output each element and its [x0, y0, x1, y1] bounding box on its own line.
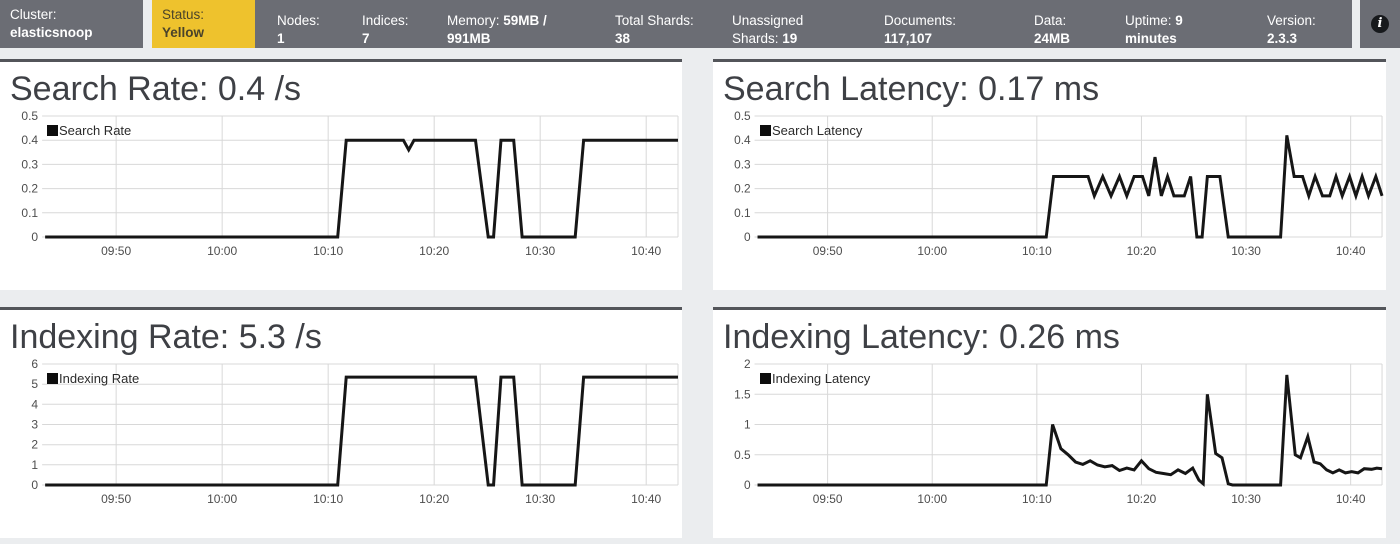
y-tick-label: 0.3: [21, 157, 38, 171]
data-line: [45, 375, 678, 487]
indexing-latency-chart-canvas: 0 0.5 1 1.5 2 09:50 10:00 10:10 10:20 10:30 10:40: [734, 358, 1383, 506]
y-tick-label: 0.2: [734, 182, 751, 196]
y-tick-label: 0.5: [734, 448, 751, 462]
bar-divider: [143, 0, 152, 48]
y-tick-label: 1.5: [734, 387, 751, 401]
indexing-rate-chart: 0 1 2 3 4 5 6 09:50 10:00 10:10 10:20 10:30 10:40 In…: [0, 358, 682, 508]
y-tick-label: 0.5: [21, 110, 38, 123]
y-tick-label: 0.1: [734, 206, 751, 220]
search-latency-chart: 0 0.1 0.2 0.3 0.4 0.5 09:50 10:00 10:10 10:20 10:3…: [713, 110, 1386, 260]
y-tick-label: 0.4: [734, 133, 751, 147]
stat-indices: Indices: 7: [362, 13, 409, 46]
x-tick-label: 10:20: [419, 492, 449, 506]
x-tick-label: 09:50: [101, 244, 131, 258]
x-tick-label: 10:40: [631, 492, 661, 506]
y-tick-label: 0.1: [21, 206, 38, 220]
y-tick-label: 2: [31, 438, 38, 452]
y-tick-label: 1: [31, 458, 38, 472]
search-latency-panel: Search Latency: 0.17 ms 0 0.1 0.2 0.3 0.4 0.5…: [713, 59, 1386, 290]
x-tick-label: 09:50: [101, 492, 131, 506]
charts-grid: Search Rate: 0.4 /s 0 0.1 0.2 0.3 0.4 0.5 09:5…: [0, 59, 1400, 538]
x-tick-label: 10:00: [207, 492, 237, 506]
y-tick-label: 4: [31, 397, 38, 411]
y-tick-label: 0: [744, 230, 751, 244]
x-tick-label: 10:00: [207, 244, 237, 258]
bar-divider: [1352, 0, 1360, 48]
info-icon[interactable]: i: [1371, 15, 1389, 33]
x-tick-label: 10:30: [525, 244, 555, 258]
stat-total-shards: Total Shards: 38: [615, 13, 694, 46]
x-tick-label: 10:20: [1127, 244, 1157, 258]
x-tick-label: 10:00: [917, 244, 947, 258]
search-rate-title: Search Rate: 0.4 /s: [10, 70, 302, 108]
stat-data: Data: 24MB: [1034, 13, 1071, 46]
stat-unassigned-shards: Unassigned Shards: 19: [732, 13, 804, 46]
indexing-latency-title: Indexing Latency: 0.26 ms: [723, 318, 1120, 356]
search-rate-panel: Search Rate: 0.4 /s 0 0.1 0.2 0.3 0.4 0.5 09:5…: [0, 59, 682, 290]
y-tick-label: 0: [31, 478, 38, 492]
stat-uptime: Uptime: 9 minutes: [1125, 13, 1183, 46]
x-tick-label: 10:30: [1231, 492, 1261, 506]
search-latency-title: Search Latency: 0.17 ms: [723, 70, 1100, 108]
x-tick-label: 10:10: [1022, 244, 1052, 258]
y-tick-label: 3: [31, 418, 38, 432]
cluster-status-bar: Cluster: elasticsnoop Status: Yellow Nod…: [0, 0, 1400, 48]
x-tick-label: 09:50: [813, 244, 843, 258]
y-tick-label: 0: [744, 478, 751, 492]
cluster-stats: Nodes: 1 Indices: 7 Memory: 59MB /991MB Total…: [255, 0, 1352, 48]
search-latency-chart-canvas: 0 0.1 0.2 0.3 0.4 0.5 09:50 10:00 10:10 10:20 10:3…: [734, 110, 1384, 258]
search-rate-chart: 0 0.1 0.2 0.3 0.4 0.5 09:50 10:00 10:10 10:20 10:3…: [0, 110, 682, 260]
data-line: [45, 138, 678, 239]
x-tick-label: 09:50: [813, 492, 843, 506]
x-tick-label: 10:40: [1336, 244, 1366, 258]
status-cell: Status: Yellow: [152, 0, 255, 48]
indexing-latency-chart: 0 0.5 1 1.5 2 09:50 10:00 10:10 10:20 10:30 10:40 …: [713, 358, 1386, 508]
cluster-cell: Cluster: elasticsnoop: [0, 0, 143, 48]
stat-memory: Memory: 59MB /991MB: [447, 13, 547, 46]
x-tick-label: 10:40: [631, 244, 661, 258]
cluster-label: Cluster:: [10, 7, 57, 22]
status-label: Status:: [162, 7, 205, 22]
y-tick-label: 0: [31, 230, 38, 244]
x-tick-label: 10:10: [1022, 492, 1052, 506]
data-line: [757, 135, 1384, 239]
y-tick-label: 0.5: [734, 110, 751, 123]
indexing-latency-panel: Indexing Latency: 0.26 ms 0 0.5 1 1.5 2 09:50…: [713, 307, 1386, 538]
x-tick-label: 10:00: [917, 492, 947, 506]
y-tick-label: 0.3: [734, 157, 751, 171]
y-tick-label: 6: [31, 358, 38, 371]
x-tick-label: 10:30: [1231, 244, 1261, 258]
indexing-rate-title: Indexing Rate: 5.3 /s: [10, 318, 322, 356]
x-tick-label: 10:20: [419, 244, 449, 258]
y-tick-label: 1: [744, 417, 751, 431]
y-tick-label: 0.4: [21, 133, 38, 147]
x-tick-label: 10:20: [1127, 492, 1157, 506]
status-badge: Yellow: [162, 25, 205, 40]
x-tick-label: 10:40: [1336, 492, 1366, 506]
info-button[interactable]: i: [1360, 0, 1400, 48]
y-tick-label: 2: [744, 358, 751, 371]
x-tick-label: 10:10: [313, 244, 343, 258]
indexing-rate-panel: Indexing Rate: 5.3 /s 0 1 2 3 4 5 6 09:50 10:00 1…: [0, 307, 682, 538]
indexing-rate-chart-canvas: 0 1 2 3 4 5 6 09:50 10:00 10:10 10:20 10:30 10:40: [31, 358, 679, 506]
data-line: [757, 374, 1383, 487]
cluster-name: elasticsnoop: [10, 25, 93, 40]
stat-nodes: Nodes: 1: [277, 13, 320, 46]
stat-version: Version: 2.3.3: [1267, 13, 1316, 46]
x-tick-label: 10:30: [525, 492, 555, 506]
stat-documents: Documents: 117,107: [884, 13, 957, 46]
y-tick-label: 5: [31, 377, 38, 391]
search-rate-chart-canvas: 0 0.1 0.2 0.3 0.4 0.5 09:50 10:00 10:10 10:20 10:3…: [21, 110, 679, 258]
y-tick-label: 0.2: [21, 182, 38, 196]
x-tick-label: 10:10: [313, 492, 343, 506]
